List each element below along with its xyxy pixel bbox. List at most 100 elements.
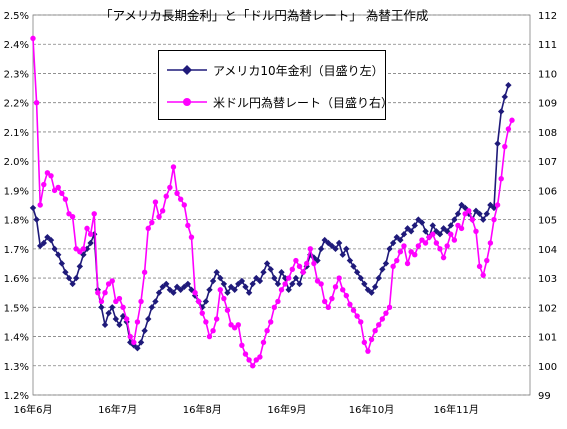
- data-point-usdjpy: [365, 348, 371, 354]
- y-right-tick-label: 99: [538, 391, 551, 402]
- data-point-us-10y-yield: [47, 236, 55, 244]
- data-point-us-10y-yield: [253, 274, 260, 282]
- data-point-usdjpy: [213, 316, 220, 322]
- data-point-usdjpy: [109, 278, 115, 284]
- series-us-10y-yield: [29, 81, 512, 352]
- data-point-usdjpy: [105, 281, 112, 287]
- data-point-usdjpy: [271, 304, 277, 311]
- data-point-usdjpy: [131, 339, 137, 346]
- data-point-us-10y-yield: [346, 257, 354, 264]
- data-point-us-10y-yield: [368, 289, 375, 296]
- legend-label-usdjpy: 米ドル円為替レート（目盛り右）: [213, 95, 394, 110]
- data-point-us-10y-yield: [382, 260, 390, 267]
- data-point-usdjpy: [354, 313, 360, 319]
- data-point-us-10y-yield: [224, 289, 231, 296]
- data-point-usdjpy: [372, 327, 378, 334]
- data-point-usdjpy: [185, 222, 191, 229]
- data-point-us-10y-yield: [62, 269, 69, 276]
- data-point-usdjpy: [149, 219, 155, 226]
- y-right-tick-label: 107: [538, 157, 557, 168]
- data-point-usdjpy: [113, 298, 119, 305]
- data-point-usdjpy: [224, 307, 231, 313]
- data-point-us-10y-yield: [238, 277, 246, 285]
- y-right-tick-label: 110: [538, 69, 557, 80]
- data-point-us-10y-yield: [173, 283, 181, 291]
- data-point-usdjpy: [404, 260, 411, 267]
- data-point-usdjpy: [267, 319, 274, 325]
- y-right-tick-label: 101: [538, 333, 557, 344]
- data-point-us-10y-yield: [137, 339, 145, 346]
- data-point-usdjpy: [332, 284, 339, 290]
- series-usdjpy: [30, 35, 515, 369]
- data-point-us-10y-yield: [357, 274, 364, 282]
- data-point-us-10y-yield: [145, 315, 152, 323]
- data-point-usdjpy: [120, 304, 126, 311]
- data-point-usdjpy: [127, 333, 133, 340]
- y-left-tick-label: 2.3%: [4, 69, 29, 80]
- data-point-usdjpy: [228, 322, 234, 328]
- data-point-usdjpy: [437, 246, 443, 252]
- data-point-usdjpy: [498, 175, 504, 182]
- data-point-usdjpy: [159, 208, 166, 214]
- data-point-usdjpy: [286, 275, 292, 281]
- data-point-usdjpy: [231, 325, 238, 331]
- data-point-usdjpy: [192, 289, 198, 296]
- y-left-tick-label: 1.3%: [4, 362, 29, 373]
- data-point-usdjpy: [307, 246, 314, 252]
- data-point-us-10y-yield: [209, 277, 217, 285]
- data-point-us-10y-yield: [170, 289, 177, 296]
- y-left-tick-label: 2.1%: [4, 128, 29, 139]
- data-point-us-10y-yield: [73, 274, 80, 282]
- data-point-usdjpy: [134, 319, 141, 325]
- data-point-usdjpy: [289, 266, 296, 273]
- data-point-usdjpy: [199, 310, 205, 316]
- data-point-us-10y-yield: [217, 274, 224, 282]
- data-point-us-10y-yield: [411, 222, 418, 229]
- data-point-us-10y-yield: [389, 239, 397, 247]
- data-point-usdjpy: [210, 327, 216, 334]
- legend-item-usdjpy: 米ドル円為替レート（目盛り右）: [167, 93, 393, 111]
- data-point-usdjpy: [116, 295, 123, 302]
- data-point-usdjpy: [69, 213, 76, 220]
- data-point-us-10y-yield: [116, 321, 123, 329]
- data-point-us-10y-yield: [163, 280, 170, 288]
- x-tick-label: 16年7月: [98, 403, 137, 416]
- y-right-tick-label: 105: [538, 216, 557, 227]
- data-point-us-10y-yield: [260, 269, 267, 276]
- data-point-usdjpy: [401, 243, 407, 249]
- data-point-us-10y-yield: [379, 266, 386, 273]
- data-point-us-10y-yield: [400, 231, 408, 238]
- y-left-tick-label: 1.5%: [4, 303, 29, 314]
- data-point-usdjpy: [249, 363, 256, 369]
- y-right-tick-label: 106: [538, 186, 557, 197]
- data-point-us-10y-yield: [134, 345, 141, 352]
- data-point-usdjpy: [386, 304, 393, 311]
- data-point-usdjpy: [469, 216, 476, 223]
- data-point-usdjpy: [87, 231, 94, 237]
- data-point-us-10y-yield: [152, 298, 159, 305]
- data-point-us-10y-yield: [29, 204, 37, 212]
- data-point-usdjpy: [77, 249, 83, 255]
- data-point-us-10y-yield: [415, 216, 422, 223]
- data-point-usdjpy: [95, 289, 101, 296]
- data-point-us-10y-yield: [220, 280, 228, 288]
- data-point-usdjpy: [408, 249, 414, 255]
- data-point-us-10y-yield: [256, 277, 264, 285]
- data-point-usdjpy: [138, 298, 144, 305]
- data-point-usdjpy: [336, 275, 342, 281]
- data-point-us-10y-yield: [451, 216, 458, 223]
- data-point-usdjpy: [145, 225, 151, 232]
- y-left-tick-label: 2.0%: [4, 157, 29, 168]
- data-point-usdjpy: [444, 243, 450, 249]
- data-point-us-10y-yield: [69, 280, 76, 288]
- data-point-usdjpy: [340, 287, 346, 293]
- data-point-usdjpy: [376, 322, 382, 328]
- data-point-us-10y-yield: [109, 304, 116, 311]
- data-point-us-10y-yield: [231, 286, 238, 293]
- data-point-usdjpy: [448, 231, 454, 237]
- data-point-usdjpy: [264, 327, 270, 334]
- data-point-usdjpy: [84, 225, 90, 232]
- data-point-us-10y-yield: [37, 242, 44, 250]
- data-point-us-10y-yield: [101, 321, 109, 329]
- x-tick-label: 16年8月: [183, 403, 222, 416]
